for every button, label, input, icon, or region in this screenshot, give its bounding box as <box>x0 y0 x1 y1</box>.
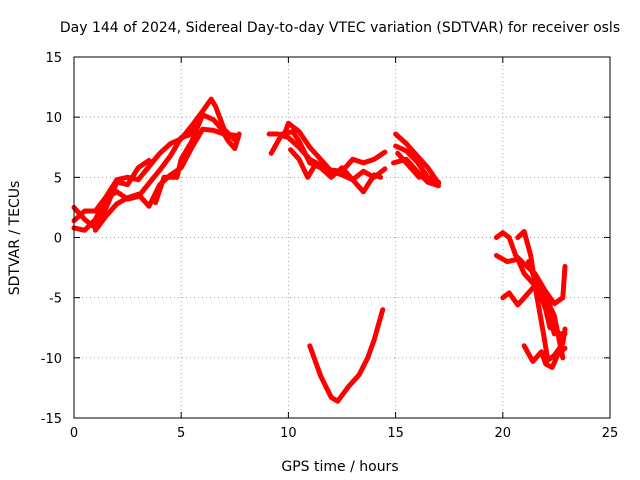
x-tick-label: 0 <box>70 426 78 441</box>
series-track-12 <box>393 143 441 185</box>
x-axis-label: GPS time / hours <box>281 459 398 475</box>
series-track-20 <box>526 259 553 331</box>
chart-title: Day 144 of 2024, Sidereal Day-to-day VTE… <box>60 20 620 36</box>
series-track-10 <box>307 307 386 404</box>
series-track-3 <box>71 96 238 224</box>
x-tick-label: 5 <box>177 426 185 441</box>
series-track-14 <box>395 150 422 180</box>
series-track-18 <box>515 229 568 363</box>
series-track-7 <box>268 129 388 183</box>
y-axis-label: SDTVAR / TECUs <box>7 181 23 296</box>
series-track-19 <box>521 343 568 370</box>
series-track-11 <box>393 131 441 186</box>
y-tick-label: -10 <box>41 352 62 367</box>
data-series <box>71 96 568 404</box>
axis-ticks <box>73 56 611 419</box>
y-tick-label: -15 <box>41 412 62 427</box>
series-track-8 <box>281 120 384 195</box>
x-tick-label: 25 <box>602 426 619 441</box>
x-tick-label: 10 <box>280 426 297 441</box>
x-tick-label: 15 <box>387 426 404 441</box>
y-tick-label: 0 <box>54 232 62 247</box>
series-track-17 <box>500 283 568 337</box>
y-tick-label: 10 <box>45 111 62 126</box>
grid <box>74 57 610 418</box>
y-tick-label: 15 <box>45 51 62 66</box>
series-track-16 <box>493 253 566 361</box>
y-tick-label: 5 <box>54 171 62 186</box>
series-track-5 <box>153 112 242 206</box>
y-tick-label: -5 <box>49 292 62 307</box>
x-tick-label: 20 <box>495 426 512 441</box>
series-track-9 <box>288 147 326 180</box>
tick-labels: 0 5 10 15 20 25 -15 -10 -5 0 5 10 15 <box>41 51 619 441</box>
